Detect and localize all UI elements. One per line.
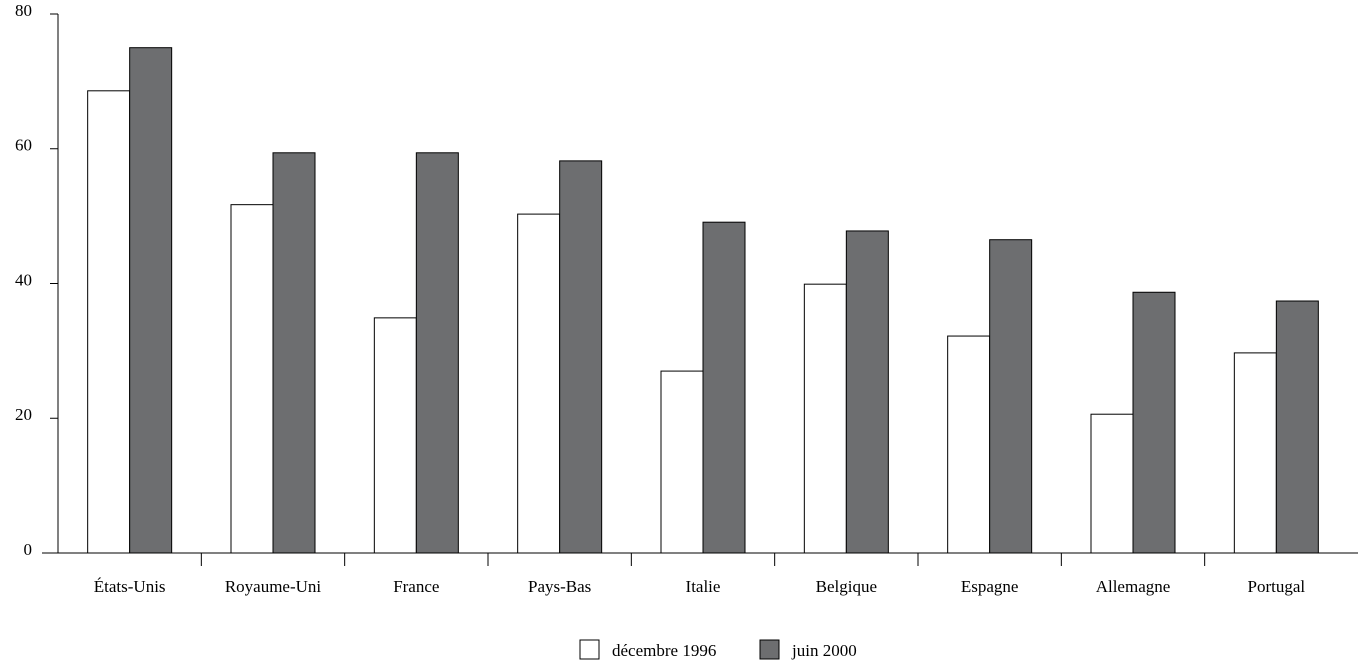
bar bbox=[230, 204, 274, 554]
x-tick-label: Royaume-Uni bbox=[225, 577, 322, 596]
bar bbox=[1275, 300, 1319, 554]
bar bbox=[517, 213, 561, 554]
x-tick-label: Belgique bbox=[816, 577, 877, 596]
bar bbox=[415, 152, 459, 554]
y-tick-label: 40 bbox=[15, 270, 32, 289]
x-tick-label: Italie bbox=[686, 577, 721, 596]
bar bbox=[87, 90, 131, 554]
x-tick-label: France bbox=[393, 577, 439, 596]
bar bbox=[845, 230, 889, 554]
bar bbox=[947, 335, 991, 554]
bar bbox=[803, 283, 847, 554]
legend-swatch bbox=[759, 639, 780, 660]
x-tick-label: Allemagne bbox=[1096, 577, 1171, 596]
bar bbox=[559, 160, 603, 554]
bar bbox=[1132, 291, 1176, 554]
y-tick-label: 20 bbox=[15, 405, 32, 424]
bar bbox=[129, 47, 173, 554]
legend-swatch bbox=[579, 639, 600, 660]
y-tick-label: 80 bbox=[15, 1, 32, 20]
bar bbox=[1233, 352, 1277, 554]
bar bbox=[702, 221, 746, 554]
x-tick-label: Pays-Bas bbox=[528, 577, 591, 596]
bar bbox=[272, 152, 316, 554]
x-tick-label: Portugal bbox=[1248, 577, 1306, 596]
x-tick-label: Espagne bbox=[961, 577, 1019, 596]
y-tick-label: 0 bbox=[24, 540, 33, 559]
bar bbox=[1090, 413, 1134, 554]
bar bbox=[989, 239, 1033, 554]
legend-label: décembre 1996 bbox=[612, 641, 716, 660]
bar bbox=[660, 370, 704, 554]
bar bbox=[373, 317, 417, 554]
x-tick-label: États-Unis bbox=[94, 577, 166, 596]
legend-label: juin 2000 bbox=[791, 641, 857, 660]
y-tick-label: 60 bbox=[15, 136, 32, 155]
